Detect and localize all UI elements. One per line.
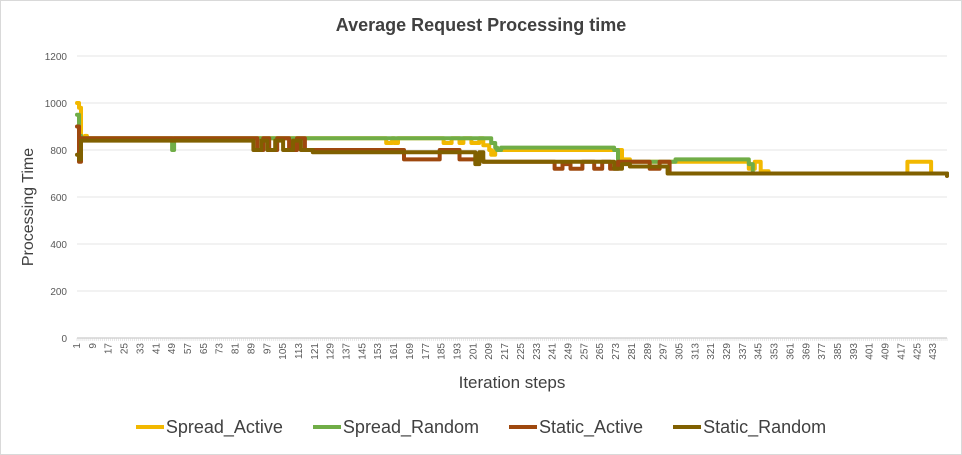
y-tick-label: 600	[50, 193, 67, 204]
x-tick-label: 129	[326, 343, 337, 360]
y-tick-label: 800	[50, 146, 67, 157]
y-tick-label: 1200	[45, 52, 68, 63]
x-tick-label: 273	[611, 343, 622, 360]
x-tick-label: 33	[135, 343, 146, 355]
legend-item: Static_Random	[673, 417, 826, 438]
x-tick-label: 313	[690, 343, 701, 360]
x-tick-label: 25	[120, 343, 131, 355]
plot-area: 0 200 400 600 800 1000 1200 1 9 17 25 33 41 49 57 65 73 8…	[45, 52, 949, 360]
x-tick-label: 337	[738, 343, 749, 360]
chart-title: Average Request Processing time	[335, 15, 627, 35]
x-tick-label: 73	[215, 343, 226, 355]
legend-item: Spread_Random	[312, 416, 480, 438]
x-tick-label: 377	[817, 343, 828, 360]
x-tick-label: 113	[294, 343, 305, 359]
x-tick-label: 145	[357, 343, 368, 360]
x-tick-label: 329	[722, 343, 733, 360]
x-tick-label: 321	[706, 343, 717, 360]
x-tick-label: 249	[563, 343, 574, 360]
legend-label: Static_Random	[703, 416, 827, 437]
x-tick-label: 9	[88, 343, 99, 349]
x-tick-label: 137	[342, 343, 353, 360]
x-tick-label: 169	[405, 343, 416, 360]
x-axis-title: Iteration steps	[458, 373, 566, 392]
legend-label: Static_Active	[539, 416, 644, 437]
x-tick-label: 281	[627, 343, 638, 360]
legend-swatch	[673, 425, 702, 429]
x-tick-label: 393	[849, 343, 860, 360]
legend-label: Spread_Active	[165, 416, 283, 437]
series-line-static-active	[75, 124, 949, 178]
x-tick-label: 417	[896, 343, 907, 360]
x-tick-label: 89	[246, 343, 257, 355]
x-tick-label: 201	[468, 343, 479, 360]
x-tick-label: 217	[500, 343, 511, 360]
legend-item: Static_Active	[509, 417, 643, 438]
x-tick-label: 1	[72, 343, 83, 349]
legend-label: Spread_Random	[342, 416, 480, 437]
legend: Spread_Active Spread_Random Static_Active S…	[1, 415, 961, 439]
y-tick-label: 400	[50, 240, 67, 251]
x-tick-label: 241	[548, 343, 559, 360]
x-tick-label: 425	[912, 343, 923, 360]
x-tick-label: 161	[389, 343, 400, 360]
x-tick-label: 369	[801, 343, 812, 360]
x-tick-label: 385	[833, 343, 844, 360]
series-line-static-random	[75, 138, 949, 178]
x-tick-label: 433	[928, 343, 939, 360]
legend-swatch	[509, 425, 538, 429]
x-tick-label: 41	[151, 343, 162, 355]
legend-swatch	[312, 425, 341, 429]
legend-item: Spread_Active	[135, 416, 283, 438]
x-tick-label: 121	[310, 343, 321, 360]
legend-swatch	[135, 425, 164, 429]
y-tick-label: 0	[61, 334, 67, 345]
y-tick-label: 1000	[45, 99, 68, 110]
x-tick-label: 409	[881, 343, 892, 360]
x-tick-label: 49	[167, 343, 178, 355]
x-tick-label: 17	[104, 343, 115, 355]
x-tick-label: 209	[484, 343, 495, 360]
x-tick-label: 153	[373, 343, 384, 360]
x-tick-label: 401	[865, 343, 876, 360]
x-tick-label: 345	[754, 343, 765, 360]
x-tick-label: 265	[595, 343, 606, 360]
x-tick-label: 257	[579, 343, 590, 360]
x-tick-label: 289	[643, 343, 654, 360]
x-tick-label: 57	[183, 343, 194, 355]
x-tick-label: 297	[659, 343, 670, 360]
x-tick-label: 305	[674, 343, 685, 360]
x-tick-label: 81	[231, 343, 242, 355]
x-tick-label: 193	[453, 343, 464, 360]
x-tick-label: 97	[262, 343, 273, 355]
x-tick-label: 361	[785, 343, 796, 360]
x-tick-label: 177	[421, 343, 432, 360]
x-tick-label: 185	[437, 343, 448, 360]
x-tick-label: 353	[770, 343, 781, 360]
x-tick-label: 225	[516, 343, 527, 360]
y-tick-label: 200	[50, 287, 67, 298]
x-tick-label: 65	[199, 343, 210, 355]
x-tick-label: 233	[532, 343, 543, 360]
x-tick-label: 105	[278, 343, 289, 360]
series-line-spread-random	[75, 112, 949, 176]
